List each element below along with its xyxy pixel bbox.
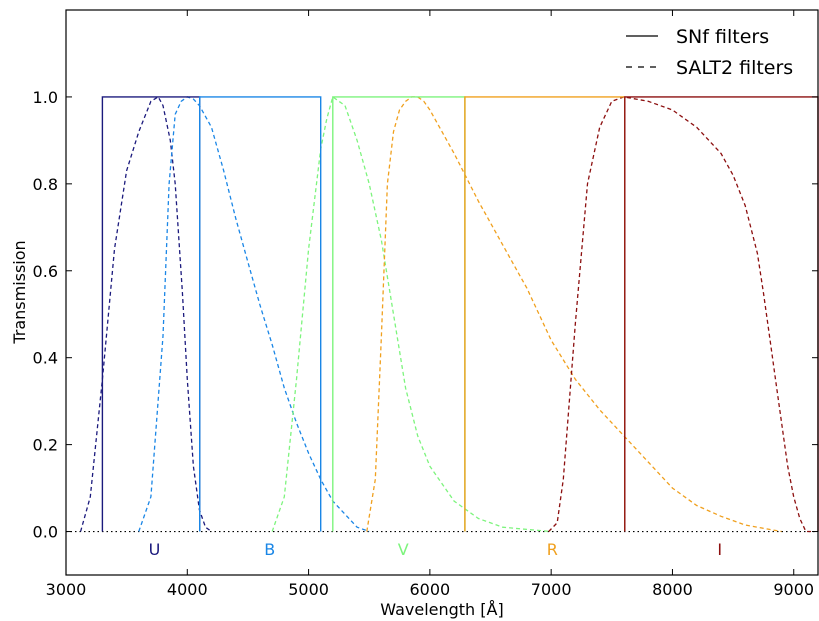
y-tick-label: 0.4 — [33, 349, 58, 368]
snf-box-B — [199, 96, 322, 532]
snf-box-R — [464, 96, 626, 532]
legend-label-salt2: SALT2 filters — [676, 57, 793, 79]
y-tick-label: 0.0 — [33, 523, 58, 542]
y-tick-label: 1.0 — [33, 88, 58, 107]
band-label-R: R — [547, 540, 558, 559]
legend-label-snf: SNf filters — [676, 26, 769, 48]
band-label-U: U — [149, 540, 161, 559]
x-tick-label: 5000 — [288, 580, 329, 599]
band-label-B: B — [264, 540, 275, 559]
salt2-curve-R — [366, 96, 782, 533]
salt2-curve-U — [79, 95, 212, 533]
x-tick-label: 6000 — [410, 580, 451, 599]
x-tick-label: 8000 — [652, 580, 693, 599]
y-tick-label: 0.8 — [33, 175, 58, 194]
x-tick-label: 9000 — [773, 580, 814, 599]
snf-box-U — [101, 96, 201, 532]
legend: SNf filters SALT2 filters — [626, 26, 793, 79]
salt2-curve-B — [138, 96, 370, 533]
x-axis-title: Wavelength [Å] — [380, 600, 503, 619]
band-label-V: V — [398, 540, 409, 559]
x-tick-label: 4000 — [167, 580, 208, 599]
axis-ticks: 3000 4000 5000 6000 7000 8000 9000 0.0 0.2 0.4 0.6… — [33, 10, 818, 599]
salt2-curve-I — [548, 96, 812, 533]
snf-box-V — [332, 96, 466, 532]
band-label-I: I — [717, 540, 722, 559]
x-tick-label: 7000 — [531, 580, 572, 599]
y-tick-label: 0.6 — [33, 262, 58, 281]
plot-frame — [65, 9, 819, 576]
x-tick-label: 3000 — [46, 580, 87, 599]
salt2-curve-V — [271, 95, 552, 533]
y-tick-label: 0.2 — [33, 436, 58, 455]
snf-box-I — [624, 96, 819, 532]
y-axis-title: Transmission — [10, 240, 29, 344]
